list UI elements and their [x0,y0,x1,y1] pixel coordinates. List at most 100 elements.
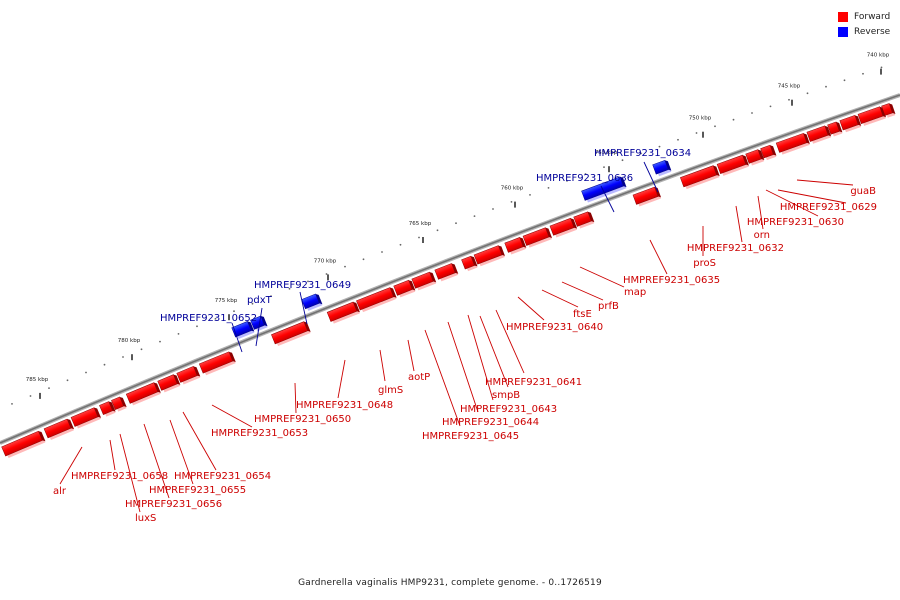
forward-gene [716,154,749,176]
gene-label: HMPREF9231_0643 [460,404,557,415]
gene-label: glmS [378,385,403,396]
forward-gene [125,382,161,406]
scale-dot [510,201,513,203]
forward-gene [632,186,662,207]
scale-dot [603,166,605,169]
forward-gene [1,430,46,459]
label-leader-line [735,205,743,243]
scale-dot [788,98,790,101]
gene-label: luxS [135,513,156,524]
scale-dot [233,310,235,313]
label-leader-line [517,296,545,321]
gene-label: guaB [850,186,876,197]
label-leader-line [495,309,525,374]
scale-dot [48,387,50,389]
scale-tick-label: 780 kbp [118,338,141,344]
forward-swatch [838,11,848,22]
gene-label: HMPREF9231_0644 [442,417,539,428]
forward-gene [806,125,832,144]
scale-dot [769,105,772,108]
scale-dot [270,295,272,298]
legend: Forward Reverse [838,9,890,39]
label-leader-line [182,411,217,471]
gene-label: HMPREF9231_0648 [296,400,393,411]
label-leader-line [757,195,764,230]
gene-label: HMPREF9231_0640 [506,322,603,333]
scale-dot [66,379,69,382]
scale-dot [29,395,32,397]
scale-dot [325,273,328,275]
forward-gene [43,418,75,440]
label-leader-line [294,382,297,414]
gene-label: HMPREF9231_0630 [747,217,844,228]
label-leader-line [600,185,615,213]
forward-gene [522,227,553,248]
gene-label: HMPREF9231_0654 [174,471,271,482]
gene-label: HMPREF9231_0634 [594,148,691,159]
scale-dot [214,317,217,320]
scale-dot [547,187,550,189]
gene-label: HMPREF9231_0650 [254,414,351,425]
scale-dot [566,180,568,182]
legend-reverse-label: Reverse [854,26,891,37]
forward-gene [157,374,181,393]
scale-dot [85,371,87,374]
reverse-gene [231,321,255,340]
label-leader-line [541,289,579,308]
label-leader-line [337,359,346,399]
scale-dot [288,287,291,290]
legend-reverse: Reverse [838,24,890,39]
genome-backbone [0,93,900,445]
label-leader-line [255,307,263,347]
scale-tick-label: 770 kbp [314,258,337,264]
label-leader-line [649,239,668,275]
label-leader-line [765,189,819,217]
forward-gene [827,121,843,137]
forward-gene [504,237,527,255]
reverse-gene [250,315,268,332]
label-leader-line [407,339,415,372]
scale-dots [11,66,883,405]
genome-caption: Gardnerella vaginalis HMP9231, complete … [298,578,602,588]
label-leader-line [424,329,461,427]
scale-dot [677,138,679,141]
scale-dot [862,72,864,75]
gene-label: prfB [598,301,619,312]
scale-dot [473,215,476,218]
scale-dot [695,132,698,134]
legend-forward-label: Forward [854,11,891,22]
scale-dot [122,356,124,358]
gene-label: HMPREF9231_0656 [125,499,222,510]
gene-label: ftsE [573,309,592,320]
label-leader-line [379,349,386,382]
label-leader-line [231,322,243,353]
reverse-swatch [838,26,848,37]
label-leader-line [143,423,170,499]
scale-dot [714,125,716,128]
scale-dot [344,265,346,268]
scale-dot [140,348,143,351]
label-leader-line [479,315,509,388]
gene-label: HMPREF9231_0636 [536,173,633,184]
scale-tick-label: 785 kbp [26,377,49,383]
gene-label: HMPREF9231_0649 [254,280,351,291]
label-leader-line [119,433,141,513]
scale-dot [751,112,753,114]
gene-label: HMPREF9231_0652 [160,313,257,324]
gene-label: proS [693,258,716,269]
label-leader-lines [59,161,854,513]
scale-dot [399,243,402,246]
label-leader-line [169,419,194,485]
scale-dot [658,145,661,148]
scale-dot [11,403,13,405]
gene-label: HMPREF9231_0653 [211,428,308,439]
forward-gene [549,217,578,238]
scale-dot [381,251,383,253]
gene-features [1,103,896,459]
scale-tick-label: 750 kbp [689,116,712,122]
gene-label: HMPREF9231_0655 [149,485,246,496]
label-leader-line [796,179,854,186]
forward-gene [356,287,397,313]
label-leader-line [467,314,494,401]
